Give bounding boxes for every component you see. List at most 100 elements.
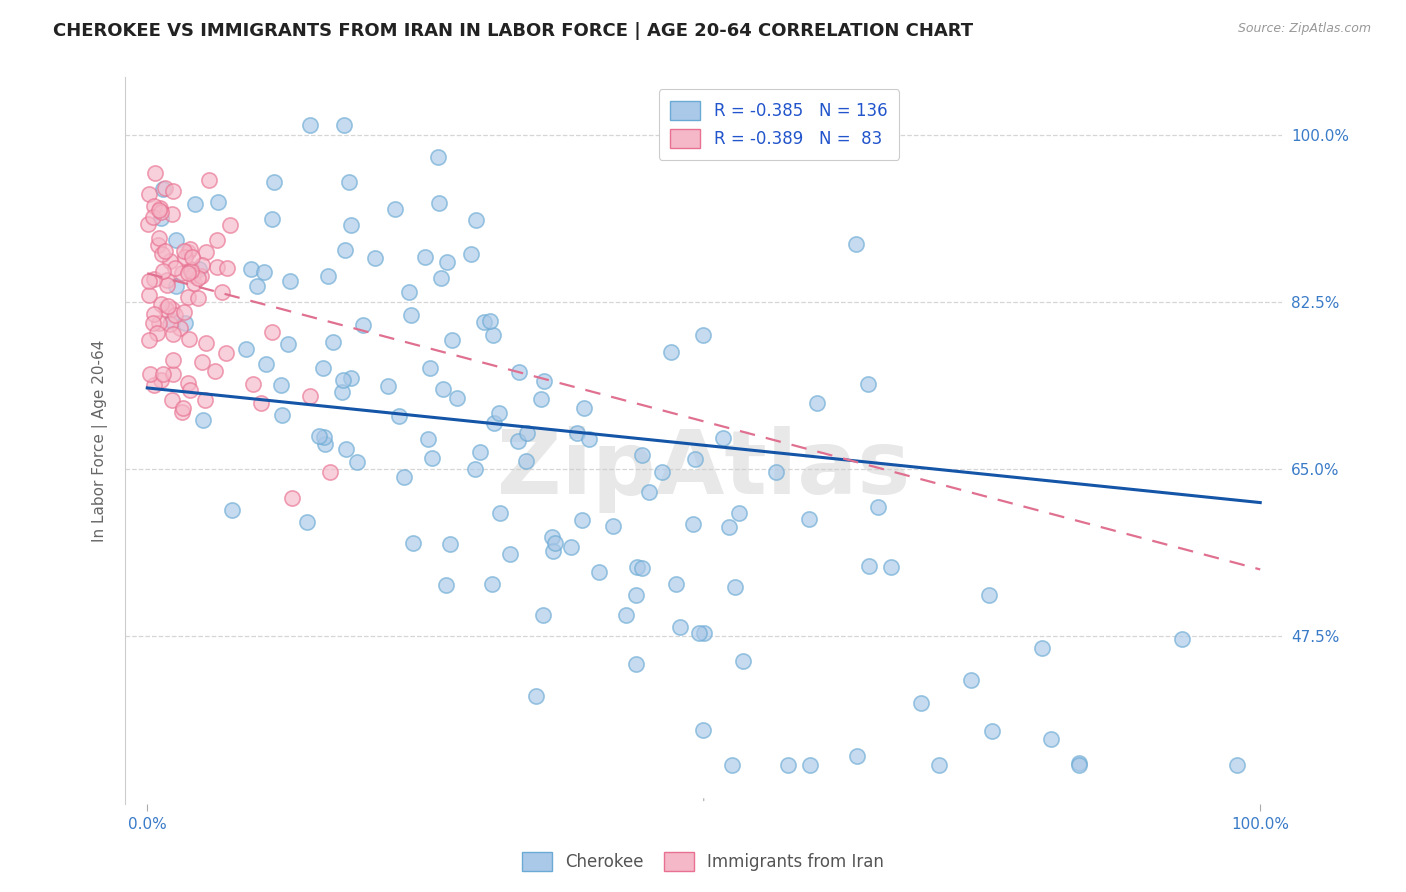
Point	[150, 205, 173, 219]
Point	[430, 270, 453, 285]
Point	[162, 207, 184, 221]
Point	[724, 580, 747, 594]
Point	[728, 507, 751, 521]
Point	[281, 491, 304, 505]
Point	[240, 261, 263, 276]
Point	[413, 250, 436, 264]
Point	[340, 218, 363, 232]
Point	[159, 254, 181, 268]
Point	[165, 260, 187, 275]
Point	[177, 332, 200, 346]
Point	[515, 453, 537, 467]
Point	[159, 317, 181, 331]
Point	[337, 175, 360, 189]
Point	[572, 401, 595, 416]
Point	[312, 360, 335, 375]
Point	[977, 588, 1000, 602]
Point	[482, 328, 505, 343]
Point	[560, 540, 582, 554]
Point	[165, 278, 187, 293]
Point	[588, 565, 610, 579]
Text: Source: ZipAtlas.com: Source: ZipAtlas.com	[1237, 22, 1371, 36]
Point	[215, 345, 238, 359]
Point	[278, 274, 301, 288]
Point	[148, 237, 170, 252]
Point	[1171, 632, 1194, 647]
Point	[299, 118, 322, 132]
Point	[530, 392, 553, 407]
Point	[142, 378, 165, 392]
Point	[250, 396, 273, 410]
Point	[419, 360, 441, 375]
Point	[464, 212, 486, 227]
Point	[142, 211, 165, 225]
Point	[778, 758, 800, 772]
Point	[149, 296, 172, 310]
Text: CHEROKEE VS IMMIGRANTS FROM IRAN IN LABOR FORCE | AGE 20-64 CORRELATION CHART: CHEROKEE VS IMMIGRANTS FROM IRAN IN LABO…	[53, 22, 973, 40]
Point	[142, 316, 165, 330]
Point	[651, 466, 673, 480]
Point	[156, 278, 179, 293]
Point	[626, 560, 648, 574]
Point	[205, 260, 228, 274]
Point	[392, 470, 415, 484]
Point	[270, 378, 292, 392]
Point	[191, 354, 214, 368]
Point	[312, 430, 335, 444]
Point	[316, 269, 339, 284]
Point	[340, 371, 363, 385]
Point	[614, 608, 637, 623]
Point	[718, 520, 741, 534]
Point	[330, 385, 353, 400]
Point	[252, 265, 274, 279]
Point	[638, 484, 661, 499]
Point	[631, 561, 654, 575]
Point	[221, 503, 243, 517]
Point	[578, 432, 600, 446]
Point	[169, 321, 191, 335]
Point	[145, 326, 167, 340]
Point	[488, 507, 510, 521]
Point	[187, 271, 209, 285]
Point	[721, 758, 744, 772]
Point	[319, 465, 342, 479]
Point	[432, 382, 454, 396]
Point	[187, 291, 209, 305]
Point	[153, 244, 176, 258]
Point	[298, 389, 321, 403]
Point	[187, 262, 209, 277]
Point	[138, 333, 160, 347]
Point	[352, 318, 374, 333]
Point	[682, 517, 704, 532]
Point	[262, 325, 284, 339]
Point	[439, 536, 461, 550]
Point	[150, 373, 173, 387]
Point	[665, 577, 688, 591]
Point	[446, 392, 468, 406]
Point	[460, 247, 482, 261]
Point	[160, 393, 183, 408]
Point	[246, 279, 269, 293]
Point	[1226, 758, 1249, 772]
Point	[692, 723, 714, 737]
Point	[711, 431, 734, 445]
Point	[733, 655, 755, 669]
Point	[297, 515, 319, 529]
Text: ZipAtlas: ZipAtlas	[498, 426, 910, 513]
Point	[162, 367, 184, 381]
Point	[183, 197, 205, 211]
Point	[143, 307, 166, 321]
Point	[880, 559, 903, 574]
Point	[1067, 756, 1090, 771]
Point	[156, 273, 179, 287]
Point	[152, 367, 174, 381]
Point	[162, 326, 184, 341]
Point	[659, 345, 682, 359]
Point	[799, 758, 821, 772]
Point	[172, 401, 194, 415]
Point	[468, 445, 491, 459]
Point	[215, 261, 238, 276]
Point	[1031, 641, 1053, 656]
Point	[474, 315, 496, 329]
Point	[858, 558, 880, 573]
